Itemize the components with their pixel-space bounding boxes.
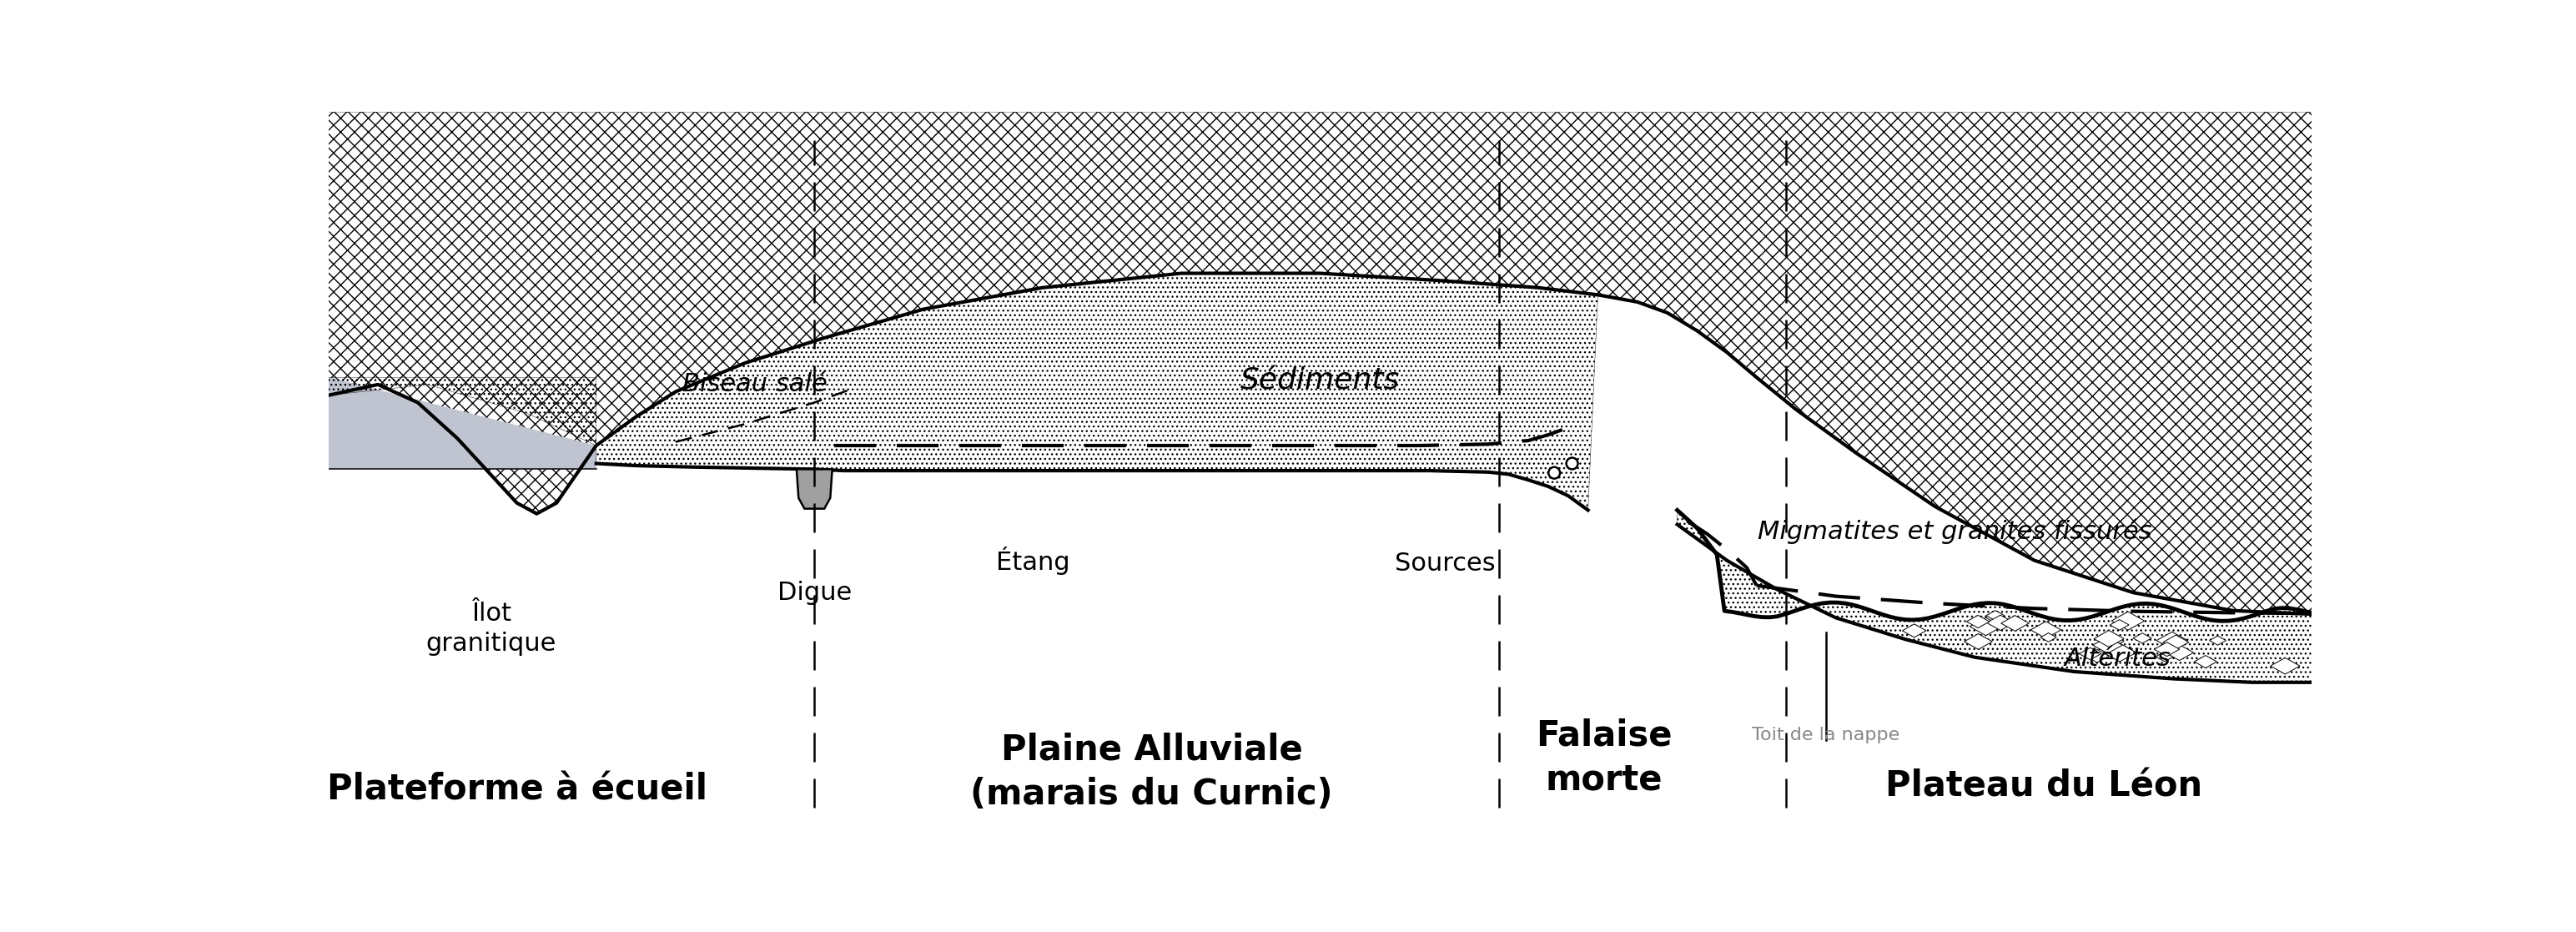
Polygon shape bbox=[1901, 624, 1927, 637]
Polygon shape bbox=[2079, 648, 2102, 660]
Polygon shape bbox=[2164, 635, 2190, 650]
Text: Migmatites et granites fissurés: Migmatites et granites fissurés bbox=[1757, 519, 2151, 544]
Polygon shape bbox=[1971, 618, 2002, 636]
Polygon shape bbox=[2154, 642, 2179, 656]
Polygon shape bbox=[2112, 611, 2143, 630]
Polygon shape bbox=[2094, 630, 2125, 647]
Text: Falaise
morte: Falaise morte bbox=[1535, 718, 1672, 798]
Polygon shape bbox=[2195, 655, 2218, 668]
Polygon shape bbox=[2102, 643, 2136, 662]
Polygon shape bbox=[330, 112, 2313, 614]
Polygon shape bbox=[2166, 645, 2195, 661]
Polygon shape bbox=[2156, 651, 2174, 662]
Polygon shape bbox=[330, 112, 2313, 614]
Text: Plateau du Léon: Plateau du Léon bbox=[1886, 769, 2202, 804]
Polygon shape bbox=[330, 377, 595, 469]
Polygon shape bbox=[2099, 634, 2125, 649]
Text: Digue: Digue bbox=[778, 581, 853, 605]
Circle shape bbox=[1566, 458, 1579, 470]
Polygon shape bbox=[2133, 633, 2151, 643]
Text: Îlot
granitique: Îlot granitique bbox=[425, 601, 556, 655]
Polygon shape bbox=[1986, 615, 2014, 630]
Polygon shape bbox=[796, 469, 832, 509]
Polygon shape bbox=[2269, 658, 2300, 674]
Polygon shape bbox=[2210, 636, 2226, 645]
Polygon shape bbox=[2092, 637, 2123, 653]
Circle shape bbox=[1548, 467, 1561, 479]
Text: Étang: Étang bbox=[997, 546, 1069, 574]
Polygon shape bbox=[1965, 615, 1989, 628]
Text: Sources: Sources bbox=[1394, 552, 1497, 576]
Polygon shape bbox=[1986, 610, 2004, 621]
Text: Sédiments: Sédiments bbox=[1242, 367, 1399, 395]
Polygon shape bbox=[1677, 510, 2313, 682]
Polygon shape bbox=[1965, 634, 1991, 650]
Text: Biseau salé: Biseau salé bbox=[683, 373, 827, 397]
Text: Toit de la nappe: Toit de la nappe bbox=[1752, 727, 1901, 744]
Text: Plaine Alluviale
(marais du Curnic): Plaine Alluviale (marais du Curnic) bbox=[971, 733, 1332, 812]
Polygon shape bbox=[2030, 622, 2061, 638]
Polygon shape bbox=[2110, 620, 2128, 630]
Polygon shape bbox=[595, 273, 1597, 510]
Polygon shape bbox=[2040, 633, 2056, 642]
Text: Altérites: Altérites bbox=[2063, 647, 2172, 671]
Polygon shape bbox=[2002, 615, 2030, 631]
Text: Plateforme à écueil: Plateforme à écueil bbox=[327, 773, 706, 807]
Polygon shape bbox=[2156, 632, 2187, 649]
Polygon shape bbox=[2087, 650, 2110, 663]
